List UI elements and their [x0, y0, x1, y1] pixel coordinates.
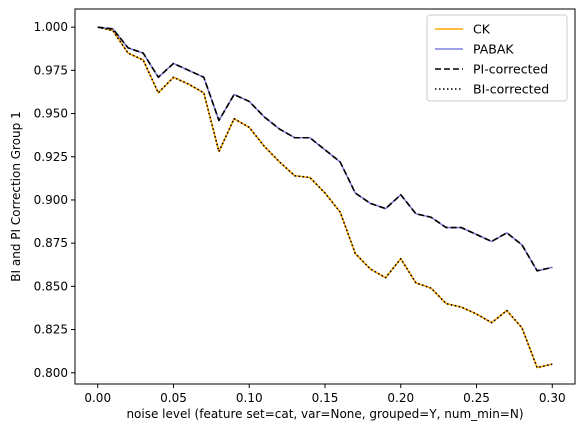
y-tick-label: 0.900 [34, 193, 68, 207]
x-tick-label: 0.10 [236, 391, 263, 405]
y-tick-label: 0.925 [34, 150, 68, 164]
legend-label: PI-corrected [473, 62, 548, 77]
y-tick-label: 0.975 [34, 63, 68, 77]
x-tick-label: 0.30 [539, 391, 566, 405]
legend-box [426, 14, 568, 102]
legend-label: CK [473, 22, 491, 37]
y-tick-label: 0.850 [34, 279, 68, 293]
legend: CK PABAK PI-corrected BI-corrected [426, 14, 568, 102]
y-axis: 0.800 0.825 0.850 0.875 0.900 0.925 0.950 0.975… [34, 20, 75, 380]
y-tick-label: 0.950 [34, 107, 68, 121]
series-line-pi-corrected [97, 26, 553, 272]
legend-label: BI-corrected [473, 82, 549, 97]
y-tick-label: 0.825 [34, 323, 68, 337]
y-tick-label: 0.875 [34, 236, 68, 250]
y-tick-label: 0.800 [34, 366, 68, 380]
y-tick-label: 1.000 [34, 20, 68, 34]
series-layer [97, 26, 553, 369]
series-line-bi-corrected [97, 26, 553, 369]
x-tick-label: 0.25 [463, 391, 490, 405]
legend-label: PABAK [473, 42, 514, 57]
x-axis: 0.00 0.05 0.10 0.15 0.20 0.25 0.30 [84, 384, 566, 405]
x-tick-label: 0.00 [84, 391, 111, 405]
x-tick-label: 0.15 [312, 391, 339, 405]
x-tick-label: 0.20 [387, 391, 414, 405]
y-axis-label: BI and PI Correction Group 1 [9, 111, 23, 281]
x-tick-label: 0.05 [160, 391, 187, 405]
x-axis-label: noise level (feature set=cat, var=None, … [126, 407, 523, 421]
